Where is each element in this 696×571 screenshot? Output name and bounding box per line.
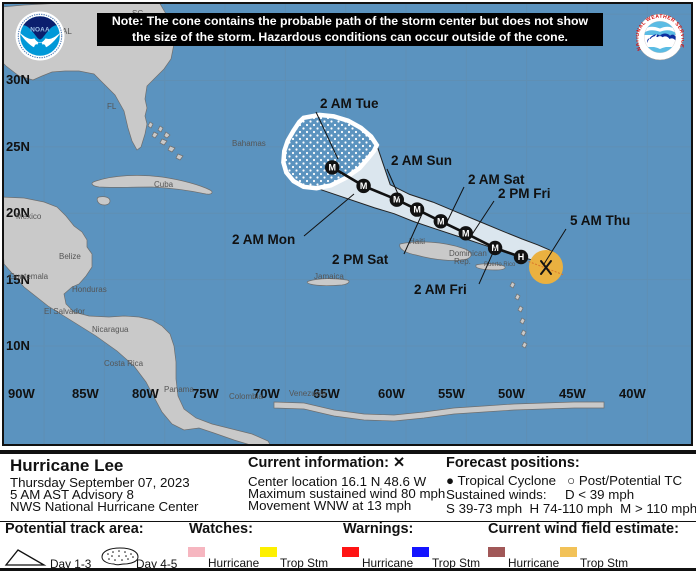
- svg-text:45W: 45W: [559, 386, 586, 401]
- svg-text:2 PM Fri: 2 PM Fri: [498, 186, 551, 201]
- svg-text:55W: 55W: [438, 386, 465, 401]
- svg-text:M: M: [437, 216, 445, 226]
- svg-text:2 AM Mon: 2 AM Mon: [232, 232, 295, 247]
- svg-text:Cuba: Cuba: [154, 180, 174, 189]
- svg-text:90W: 90W: [8, 386, 35, 401]
- svg-text:2 AM Tue: 2 AM Tue: [320, 96, 379, 111]
- svg-text:Costa Rica: Costa Rica: [104, 359, 144, 368]
- svg-text:2 PM Sat: 2 PM Sat: [332, 252, 389, 267]
- svg-text:2 AM Sat: 2 AM Sat: [468, 172, 525, 187]
- svg-text:30N: 30N: [6, 72, 30, 87]
- svg-text:Mexico: Mexico: [16, 212, 42, 221]
- svg-text:Rep.: Rep.: [454, 257, 471, 266]
- svg-text:85W: 85W: [72, 386, 99, 401]
- svg-text:5 AM Thu: 5 AM Thu: [570, 213, 630, 228]
- svg-text:Colombia: Colombia: [229, 392, 263, 401]
- svg-text:10N: 10N: [6, 338, 30, 353]
- svg-text:Panama: Panama: [164, 385, 194, 394]
- svg-text:50W: 50W: [498, 386, 525, 401]
- svg-text:Nicaragua: Nicaragua: [92, 325, 129, 334]
- svg-text:25N: 25N: [6, 139, 30, 154]
- svg-text:Jamaica: Jamaica: [314, 272, 344, 281]
- svg-text:75W: 75W: [192, 386, 219, 401]
- svg-text:M: M: [328, 162, 336, 172]
- svg-text:2 AM Sun: 2 AM Sun: [391, 153, 452, 168]
- svg-text:Belize: Belize: [59, 252, 81, 261]
- svg-text:80W: 80W: [132, 386, 159, 401]
- svg-text:M: M: [491, 243, 499, 253]
- svg-text:NOAA: NOAA: [30, 27, 50, 34]
- svg-text:40W: 40W: [619, 386, 646, 401]
- svg-text:Honduras: Honduras: [72, 285, 107, 294]
- svg-text:FL: FL: [107, 102, 117, 111]
- svg-text:60W: 60W: [378, 386, 405, 401]
- svg-text:M: M: [360, 181, 368, 191]
- svg-text:H: H: [518, 252, 525, 262]
- svg-text:M: M: [413, 205, 421, 215]
- svg-text:2 AM Fri: 2 AM Fri: [414, 282, 467, 297]
- svg-text:Bahamas: Bahamas: [232, 139, 266, 148]
- svg-text:El Salvador: El Salvador: [44, 307, 85, 316]
- svg-text:M: M: [462, 228, 470, 238]
- svg-text:Guatemala: Guatemala: [9, 272, 49, 281]
- svg-text:Venezuela: Venezuela: [289, 389, 327, 398]
